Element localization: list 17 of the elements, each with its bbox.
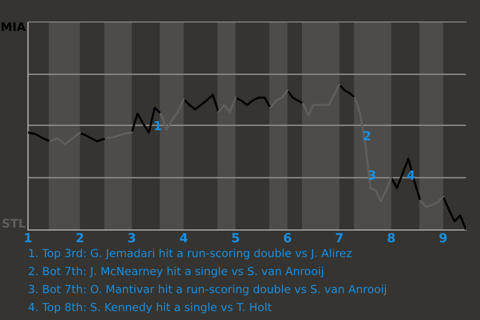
x-tick-label: 1 [25, 233, 32, 242]
x-tick-label: 8 [388, 233, 395, 242]
text: 1. Top 3rd: G. Jemadari hit a run-scoring double vs J. Alirez [29, 248, 352, 260]
annotation: 2 [364, 131, 370, 140]
x-tick-label: 5 [232, 233, 240, 242]
text: 4. Top 8th: S. Kennedy hit a single vs T. Holt [28, 302, 272, 314]
text: 2. Bot 7th: J. McNearney hit a single vs S. van Anrooij [28, 266, 323, 278]
text: 3. Bot 7th: O. Mantivar hit a run-scoring double vs S. van Anrooij [28, 284, 386, 296]
x-tick-label: 4 [180, 233, 188, 242]
x-tick-label: 9 [439, 233, 447, 242]
x-tick-label: 6 [284, 233, 292, 242]
x-tick-label: 3 [128, 233, 136, 242]
x-tick-label: 2 [76, 233, 84, 242]
annotation: 3 [368, 170, 376, 180]
x-tick-label: 7 [336, 233, 343, 242]
annotation: 1 [154, 121, 162, 130]
annotation: 4 [407, 170, 415, 180]
